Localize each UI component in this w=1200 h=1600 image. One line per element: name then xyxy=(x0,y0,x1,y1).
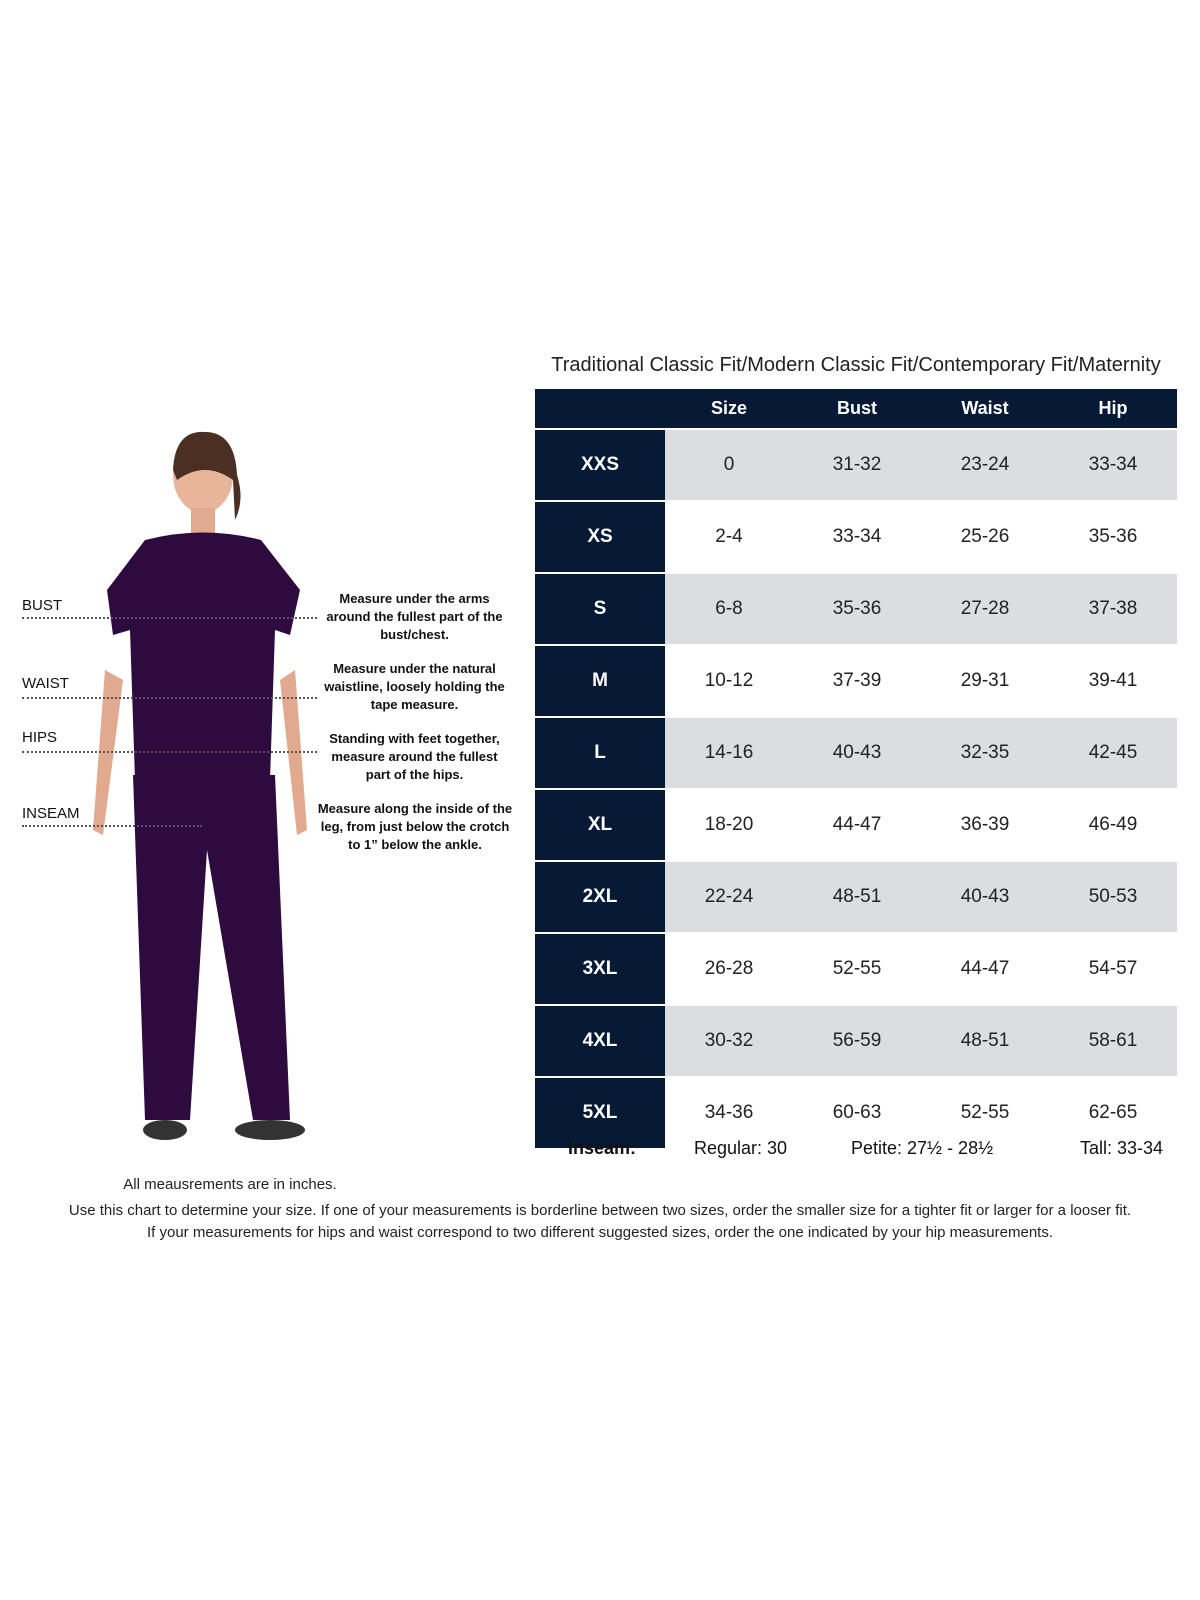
inseam-row-label: Inseam: xyxy=(568,1138,637,1158)
cell-bust: 35-36 xyxy=(793,572,921,645)
cell-hip: 58-61 xyxy=(1049,1004,1177,1077)
model-figure-image xyxy=(93,431,307,1140)
table-row: 5XL 34-36 60-63 52-55 62-65 xyxy=(535,1076,1177,1148)
cell-bust: 37-39 xyxy=(793,644,921,717)
header-hip: Hip xyxy=(1049,389,1177,429)
waist-guide-line xyxy=(22,697,317,699)
cell-waist: 25-26 xyxy=(921,500,1049,573)
cell-hip: 33-34 xyxy=(1049,428,1177,501)
cell-size: 18-20 xyxy=(665,788,793,861)
table-row: M 10-12 37-39 29-31 39-41 xyxy=(535,644,1177,717)
cell-bust: 48-51 xyxy=(793,860,921,933)
inseam-petite: Petite: 27½ - 28½ xyxy=(851,1138,994,1158)
cell-hip: 39-41 xyxy=(1049,644,1177,717)
table-header-row: Size Bust Waist Hip xyxy=(535,389,1177,429)
cell-label: XL xyxy=(535,788,665,861)
cell-size: 10-12 xyxy=(665,644,793,717)
cell-waist: 29-31 xyxy=(921,644,1049,717)
table-row: 2XL 22-24 48-51 40-43 50-53 xyxy=(535,860,1177,933)
size-chart-table: Size Bust Waist Hip XXS 0 31-32 23-24 33-34 X… xyxy=(535,389,1177,1148)
cell-label: M xyxy=(535,644,665,717)
inseam-tall: Tall: 33-34 xyxy=(1080,1138,1164,1158)
cell-hip: 50-53 xyxy=(1049,860,1177,933)
cell-waist: 36-39 xyxy=(921,788,1049,861)
hips-guide-line xyxy=(22,751,317,753)
cell-label: XS xyxy=(535,500,665,573)
table-row: S 6-8 35-36 27-28 37-38 xyxy=(535,572,1177,645)
header-size: Size xyxy=(665,389,793,429)
cell-waist: 32-35 xyxy=(921,716,1049,789)
cell-bust: 40-43 xyxy=(793,716,921,789)
cell-waist: 52-55 xyxy=(921,1076,1049,1148)
cell-hip: 62-65 xyxy=(1049,1076,1177,1148)
sizing-note-1: Use this chart to determine your size. I… xyxy=(68,1202,1132,1219)
cell-label: 5XL xyxy=(535,1076,665,1148)
cell-hip: 35-36 xyxy=(1049,500,1177,573)
table-row: L 14-16 40-43 32-35 42-45 xyxy=(535,716,1177,789)
units-note: All meausrements are in inches. xyxy=(123,1176,337,1193)
table-row: XXS 0 31-32 23-24 33-34 xyxy=(535,428,1177,501)
cell-size: 2-4 xyxy=(665,500,793,573)
cell-size: 14-16 xyxy=(665,716,793,789)
cell-size: 34-36 xyxy=(665,1076,793,1148)
cell-size: 0 xyxy=(665,428,793,501)
cell-waist: 27-28 xyxy=(921,572,1049,645)
waist-label: WAIST xyxy=(22,675,69,692)
cell-label: 2XL xyxy=(535,860,665,933)
cell-label: 4XL xyxy=(535,1004,665,1077)
cell-bust: 56-59 xyxy=(793,1004,921,1077)
waist-instruction: Measure under the natural waistline, loo… xyxy=(324,661,505,712)
sizing-note-2: If your measurements for hips and waist … xyxy=(146,1224,1054,1241)
cell-label: S xyxy=(535,572,665,645)
cell-label: 3XL xyxy=(535,932,665,1005)
table-row: XL 18-20 44-47 36-39 46-49 xyxy=(535,788,1177,861)
cell-waist: 23-24 xyxy=(921,428,1049,501)
cell-waist: 48-51 xyxy=(921,1004,1049,1077)
bust-guide-line xyxy=(22,617,317,619)
cell-bust: 33-34 xyxy=(793,500,921,573)
table-row: XS 2-4 33-34 25-26 35-36 xyxy=(535,500,1177,573)
cell-size: 26-28 xyxy=(665,932,793,1005)
inseam-regular: Regular: 30 xyxy=(694,1138,788,1158)
chart-title: Traditional Classic Fit/Modern Classic F… xyxy=(551,354,1161,376)
inseam-guide-line xyxy=(22,825,202,827)
cell-hip: 54-57 xyxy=(1049,932,1177,1005)
inseam-instruction: Measure along the inside of the leg, fro… xyxy=(317,801,513,852)
bust-instruction: Measure under the arms around the fulles… xyxy=(326,591,503,642)
cell-bust: 31-32 xyxy=(793,428,921,501)
inseam-label: INSEAM xyxy=(22,805,80,822)
cell-label: L xyxy=(535,716,665,789)
header-bust: Bust xyxy=(793,389,921,429)
cell-hip: 42-45 xyxy=(1049,716,1177,789)
hips-instruction: Standing with feet together, measure aro… xyxy=(329,731,500,782)
cell-label: XXS xyxy=(535,428,665,501)
cell-hip: 46-49 xyxy=(1049,788,1177,861)
header-blank xyxy=(535,389,665,429)
cell-size: 22-24 xyxy=(665,860,793,933)
cell-bust: 52-55 xyxy=(793,932,921,1005)
table-row: 4XL 30-32 56-59 48-51 58-61 xyxy=(535,1004,1177,1077)
cell-bust: 44-47 xyxy=(793,788,921,861)
bust-label: BUST xyxy=(22,597,63,614)
table-row: 3XL 26-28 52-55 44-47 54-57 xyxy=(535,932,1177,1005)
cell-hip: 37-38 xyxy=(1049,572,1177,645)
hips-label: HIPS xyxy=(22,729,58,746)
cell-waist: 40-43 xyxy=(921,860,1049,933)
cell-bust: 60-63 xyxy=(793,1076,921,1148)
cell-size: 6-8 xyxy=(665,572,793,645)
cell-waist: 44-47 xyxy=(921,932,1049,1005)
cell-size: 30-32 xyxy=(665,1004,793,1077)
header-waist: Waist xyxy=(921,389,1049,429)
